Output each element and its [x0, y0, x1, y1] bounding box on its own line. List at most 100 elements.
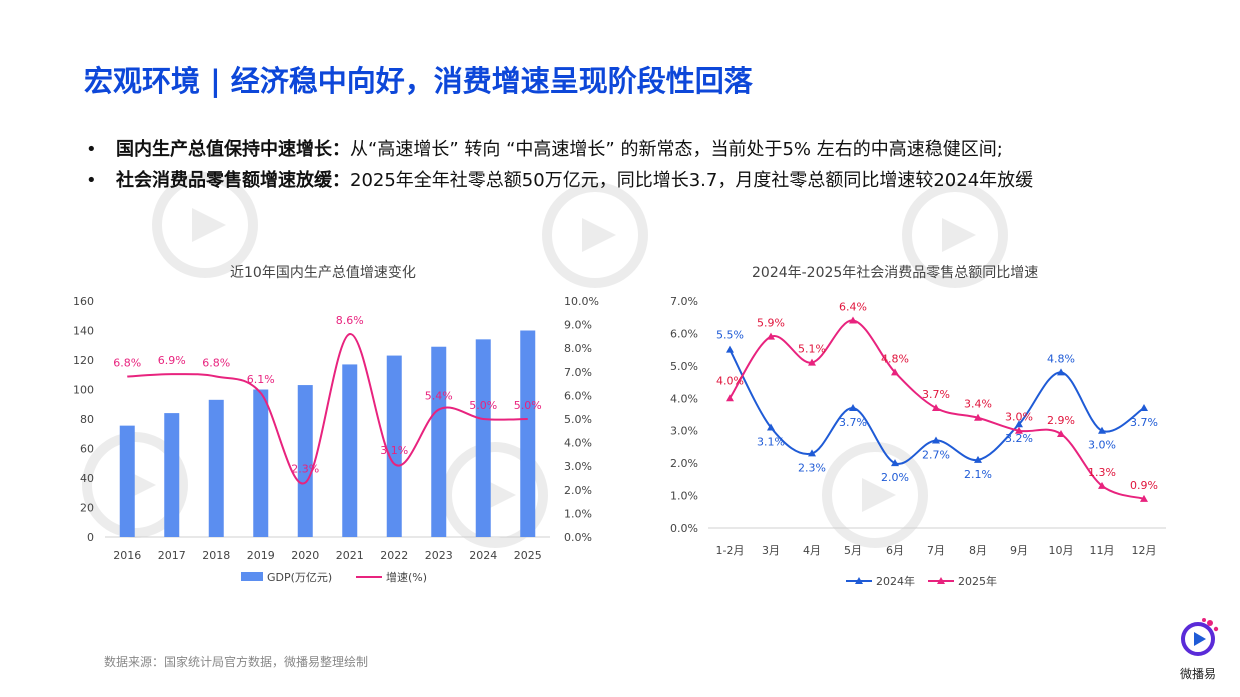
- x-tick-label: 2021: [336, 549, 364, 562]
- gdp-bar: [475, 339, 491, 537]
- x-tick-label: 2023: [425, 549, 453, 562]
- series-2025-data-label: 4.0%: [716, 374, 744, 387]
- series-2024-data-label: 3.1%: [757, 435, 785, 448]
- x-tick-label: 5月: [844, 544, 862, 557]
- y2-tick-label: 1.0%: [564, 507, 592, 520]
- series-2024-marker: [1140, 404, 1148, 412]
- x-tick-label: 3月: [762, 544, 780, 557]
- x-tick-label: 2025: [514, 549, 542, 562]
- x-tick-label: 2020: [291, 549, 319, 562]
- growth-data-label: 6.8%: [202, 357, 230, 370]
- y-tick-label: 40: [80, 472, 94, 485]
- bullet-heading: 国内生产总值保持中速增长：: [116, 139, 350, 160]
- bullet-dot: •: [86, 139, 97, 160]
- growth-data-label: 5.0%: [469, 399, 497, 412]
- growth-line: [127, 333, 528, 485]
- series-2024-data-label: 3.0%: [1088, 439, 1116, 452]
- y-tick-label: 2.0%: [670, 457, 698, 470]
- series-2024-data-label: 5.5%: [716, 329, 744, 342]
- y2-tick-label: 7.0%: [564, 366, 592, 379]
- y-tick-label: 140: [73, 325, 94, 338]
- gdp-bar: [342, 364, 358, 537]
- y-tick-label: 120: [73, 354, 94, 367]
- x-tick-label: 2016: [113, 549, 141, 562]
- series-2024-marker: [726, 345, 734, 353]
- play-logo-icon: [1181, 618, 1219, 656]
- growth-data-label: 5.0%: [514, 399, 542, 412]
- series-2025-marker: [1015, 426, 1023, 434]
- y2-tick-label: 10.0%: [564, 295, 599, 308]
- y2-tick-label: 9.0%: [564, 319, 592, 332]
- gdp-bar: [520, 330, 536, 537]
- series-2025-data-label: 5.1%: [798, 343, 826, 356]
- series-2024-marker: [767, 423, 775, 431]
- x-tick-label: 10月: [1049, 544, 1074, 557]
- bullet-dot: •: [86, 170, 97, 191]
- legend-gdp-label: GDP(万亿元): [267, 571, 332, 584]
- growth-data-label: 6.1%: [247, 373, 275, 386]
- series-2025-data-label: 4.8%: [881, 352, 909, 365]
- growth-data-label: 2.3%: [291, 463, 319, 476]
- series-2025-data-label: 3.4%: [964, 398, 992, 411]
- growth-data-label: 6.8%: [113, 357, 141, 370]
- legend-2025-marker: [937, 577, 945, 584]
- bullet-item: • 社会消费品零售额增速放缓： 2025年全年社零总额50万亿元，同比增长3.7，…: [86, 165, 1033, 196]
- gdp-bar: [208, 399, 224, 537]
- y-tick-label: 20: [80, 502, 94, 515]
- series-2024-data-label: 3.7%: [1130, 416, 1158, 429]
- series-2025-data-label: 6.4%: [839, 300, 867, 313]
- x-tick-label: 2019: [247, 549, 275, 562]
- growth-data-label: 3.1%: [380, 444, 408, 457]
- growth-data-label: 6.9%: [158, 354, 186, 367]
- y-tick-label: 80: [80, 413, 94, 426]
- x-tick-label: 6月: [886, 544, 904, 557]
- series-2025-data-label: 2.9%: [1047, 414, 1075, 427]
- series-2024-marker: [932, 436, 940, 444]
- y-tick-label: 100: [73, 384, 94, 397]
- series-2025-data-label: 3.7%: [922, 388, 950, 401]
- series-2025-marker: [849, 316, 857, 324]
- series-2025-marker: [767, 332, 775, 340]
- legend-growth-label: 增速(%): [386, 570, 427, 584]
- bullet-text: 2025年全年社零总额50万亿元，同比增长3.7，月度社零总额同比增速较2024…: [350, 170, 1034, 191]
- series-2025-marker: [1098, 481, 1106, 489]
- x-tick-label: 9月: [1010, 544, 1028, 557]
- y-tick-label: 4.0%: [670, 392, 698, 405]
- bullet-text: 从“高速增长” 转向 “中高速增长” 的新常态，当前处于5% 左右的中高速稳健区…: [350, 139, 1003, 160]
- x-tick-label: 7月: [927, 544, 945, 557]
- series-2025-data-label: 1.3%: [1088, 466, 1116, 479]
- series-2025-marker: [974, 413, 982, 421]
- series-2024-data-label: 3.7%: [839, 416, 867, 429]
- gdp-bar: [119, 425, 135, 537]
- series-2024-marker: [974, 455, 982, 463]
- legend-2025-label: 2025年: [958, 574, 997, 588]
- gdp-bar: [386, 355, 402, 537]
- gdp-chart-title: 近10年国内生产总值增速变化: [230, 265, 416, 281]
- gdp-bar: [297, 385, 313, 537]
- series-2025-data-label: 5.9%: [757, 317, 785, 330]
- series-2024-marker: [808, 449, 816, 457]
- series-2025-marker: [1140, 494, 1148, 502]
- y-tick-label: 3.0%: [670, 425, 698, 438]
- y-tick-label: 60: [80, 443, 94, 456]
- y-tick-label: 0: [87, 531, 94, 544]
- brand-logo: 微播易: [1168, 615, 1228, 682]
- growth-data-label: 5.4%: [425, 390, 453, 403]
- x-tick-label: 12月: [1132, 544, 1157, 557]
- y-tick-label: 160: [73, 295, 94, 308]
- x-tick-label: 4月: [803, 544, 821, 557]
- x-tick-label: 2022: [380, 549, 408, 562]
- page-title: 宏观环境 | 经济稳中向好，消费增速呈现阶段性回落: [84, 64, 753, 98]
- legend-2024-marker: [855, 577, 863, 584]
- series-2025-marker: [1057, 429, 1065, 437]
- x-tick-label: 11月: [1090, 544, 1115, 557]
- series-2025-data-label: 3.0%: [1005, 411, 1033, 424]
- y2-tick-label: 5.0%: [564, 413, 592, 426]
- series-2024-data-label: 2.3%: [798, 461, 826, 474]
- series-2025-marker: [891, 368, 899, 376]
- y2-tick-label: 4.0%: [564, 437, 592, 450]
- series-2024-marker: [849, 404, 857, 412]
- series-2024-data-label: 2.0%: [881, 471, 909, 484]
- series-2024-data-label: 2.7%: [922, 448, 950, 461]
- retail-chart: 0.0% 1.0% 2.0% 3.0% 4.0% 5.0% 6.0% 7.0% 1-2月 3月 4月…: [670, 295, 1166, 588]
